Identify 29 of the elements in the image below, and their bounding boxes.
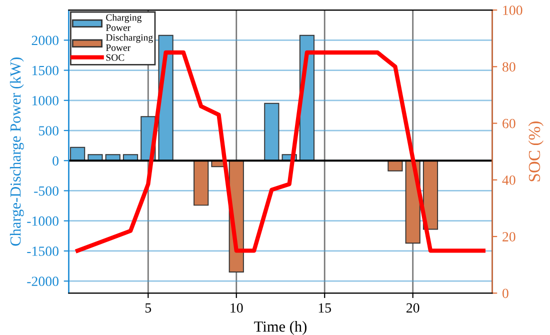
y2-tick-label: 20 bbox=[502, 232, 516, 242]
y-tick-label: 0 bbox=[52, 156, 58, 166]
y-tick-label: 1000 bbox=[32, 96, 58, 106]
y2-axis-title: SOC (%) bbox=[528, 122, 544, 182]
y-tick-label: 2000 bbox=[32, 36, 58, 46]
y-tick-label: -1500 bbox=[27, 246, 58, 256]
y2-tick-label: 0 bbox=[502, 288, 508, 298]
bar bbox=[194, 160, 209, 206]
legend-label: Discharging Power bbox=[106, 34, 153, 51]
x-tick-label: 10 bbox=[230, 303, 243, 313]
line-series bbox=[75, 50, 486, 253]
y2-tick-label: 80 bbox=[502, 62, 516, 72]
y-tick-label: 500 bbox=[39, 126, 58, 136]
legend-label: SOC bbox=[106, 54, 124, 61]
y-tick-label: -1000 bbox=[27, 216, 58, 226]
bar bbox=[422, 160, 438, 230]
x-tick-label: 5 bbox=[145, 303, 152, 313]
y-tick-label: -2000 bbox=[27, 276, 58, 286]
y-tick-label: -500 bbox=[34, 186, 58, 196]
x-axis-title: Time (h) bbox=[254, 321, 306, 335]
bar bbox=[264, 102, 280, 162]
y-axis-title: Charge-Discharge Power (kW) bbox=[10, 58, 24, 246]
y-tick-label: 1500 bbox=[32, 66, 58, 76]
y2-tick-label: 60 bbox=[502, 118, 516, 128]
legend-label: Charging Power bbox=[106, 14, 142, 31]
x-tick-label: 15 bbox=[318, 303, 332, 313]
y2-tick-label: 40 bbox=[502, 175, 516, 185]
y2-tick-label: 100 bbox=[503, 6, 522, 16]
x-tick-label: 20 bbox=[406, 303, 420, 313]
